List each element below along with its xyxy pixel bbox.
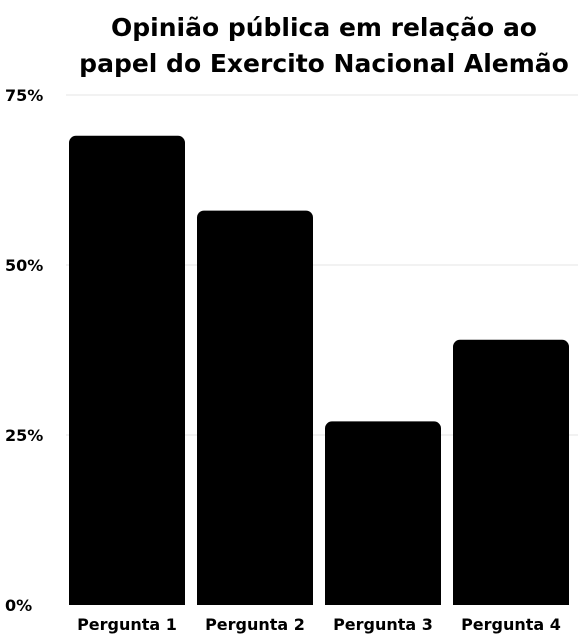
chart-title: Opinião pública em relação ao papel do E…	[70, 10, 578, 82]
chart-title-line-2: papel do Exercito Nacional Alemão	[79, 49, 569, 78]
y-tick-label: 75%	[5, 86, 43, 105]
bars	[69, 135, 569, 606]
x-category-label: Pergunta 3	[333, 615, 433, 634]
y-tick-label: 50%	[5, 256, 43, 275]
chart-title-line-1: Opinião pública em relação ao	[110, 13, 537, 42]
bar	[69, 135, 185, 606]
bar-base	[197, 597, 313, 605]
x-axis-labels: Pergunta 1 Pergunta 2 Pergunta 3 Pergunta 4	[77, 615, 561, 634]
bar-base	[453, 597, 569, 605]
x-category-label: Pergunta 2	[205, 615, 305, 634]
bar	[453, 339, 569, 605]
x-category-label: Pergunta 4	[461, 615, 561, 634]
bar-base	[325, 597, 441, 605]
bar	[325, 421, 441, 605]
x-category-label: Pergunta 1	[77, 615, 177, 634]
y-tick-label: 25%	[5, 426, 43, 445]
bar	[197, 210, 313, 605]
y-tick-label: 0%	[5, 596, 32, 615]
bar-base	[69, 597, 185, 605]
y-axis-ticks: 0% 25% 50% 75%	[5, 86, 43, 615]
